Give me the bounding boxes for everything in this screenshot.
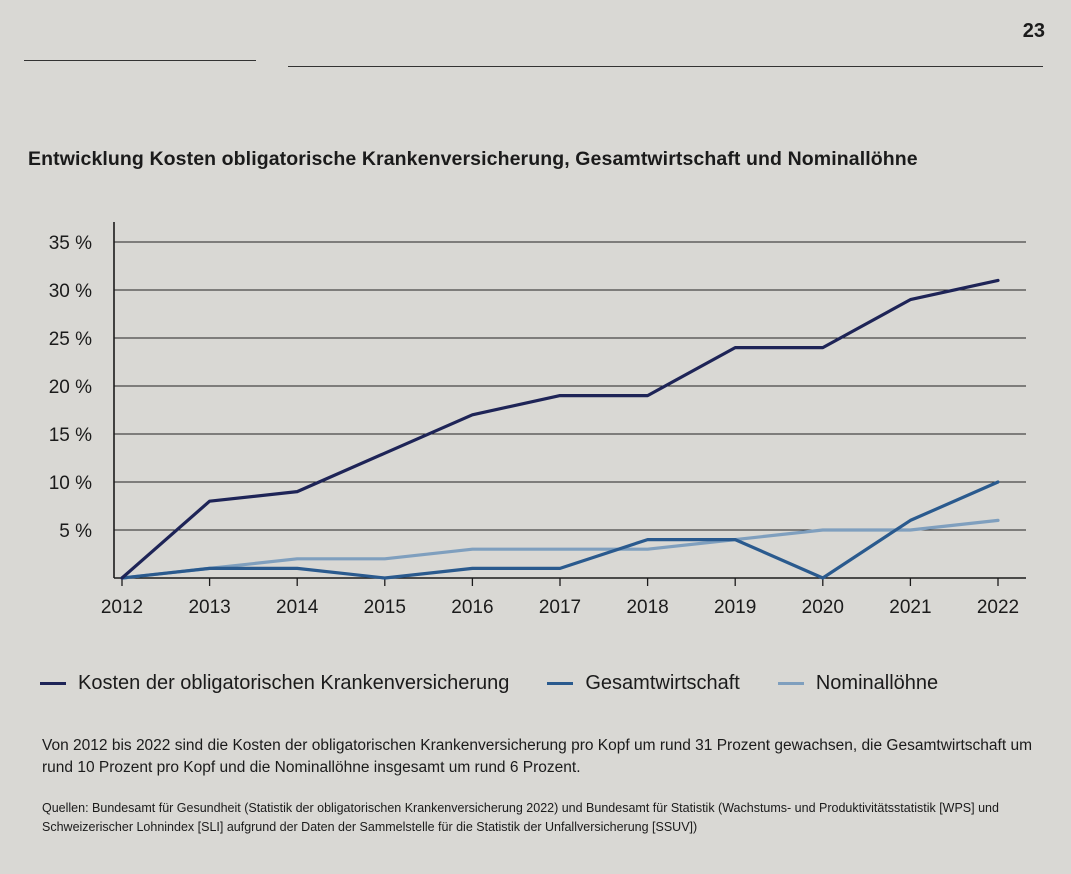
legend-label: Gesamtwirtschaft [585,672,740,694]
x-tick-label: 2015 [364,597,406,618]
y-tick-label: 25 % [49,329,92,350]
x-tick-label: 2016 [451,597,493,618]
legend-item: Gesamtwirtschaft [547,672,740,695]
legend-label: Kosten der obligatorischen Krankenversic… [78,672,510,694]
chart-summary: Von 2012 bis 2022 sind die Kosten der ob… [42,737,1032,776]
legend-swatch [777,682,804,685]
series-line-1 [120,278,1000,580]
y-tick-label: 35 % [49,233,92,254]
x-tick-label: 2021 [889,597,931,618]
x-tick-label: 2013 [188,597,230,618]
x-tick-label: 2019 [714,597,756,618]
chart-sources: Quellen: Bundesamt für Gesundheit (Stati… [42,801,999,834]
y-tick-label: 5 % [59,521,92,542]
series-line-3 [120,518,1000,580]
legend-label: Nominallöhne [815,672,939,694]
y-tick-label: 30 % [49,281,92,302]
header-rule-right [288,66,1043,67]
x-tick-label: 2017 [539,597,581,618]
chart-legend: Kosten der obligatorischen Krankenversic… [40,672,976,695]
chart-title: Entwicklung Kosten obligatorische Kranke… [28,148,918,170]
x-tick-label: 2022 [977,597,1019,618]
x-tick-label: 2020 [802,597,844,618]
x-tick-label: 2018 [626,597,668,618]
legend-swatch [547,682,574,685]
y-tick-label: 10 % [49,473,92,494]
legend-item: Nominallöhne [777,672,939,695]
line-chart: 5 % 10 % 15 % 20 % 25 % 30 % 35 % 2012 2013 2014 2… [49,222,1026,618]
y-tick-label: 20 % [49,377,92,398]
page-number: 23 [1022,20,1045,42]
legend-swatch [40,682,66,685]
x-tick-label: 2014 [276,597,319,618]
y-tick-label: 15 % [49,425,92,446]
legend-item: Kosten der obligatorischen Krankenversic… [40,672,509,695]
series-line-2 [120,480,1000,580]
header-rule-left [24,60,256,61]
x-tick-label: 2012 [101,597,143,618]
